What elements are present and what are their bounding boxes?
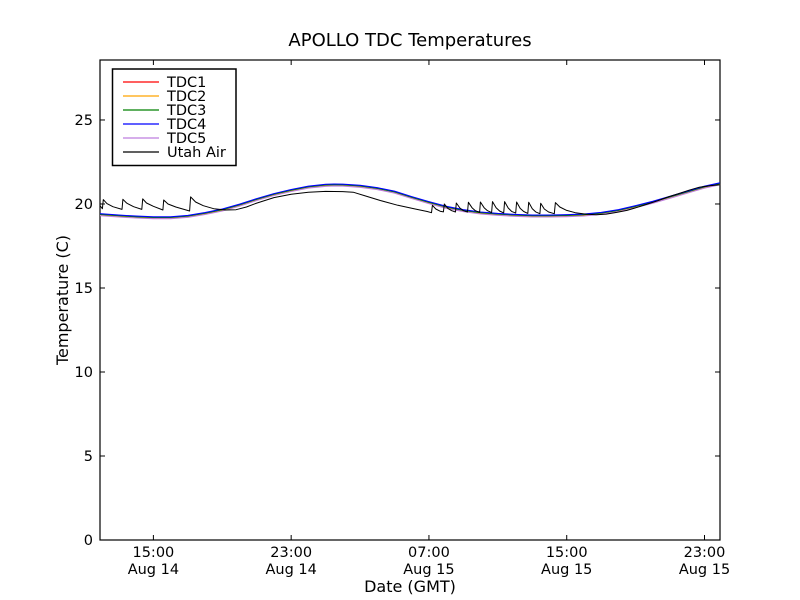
legend-item-label: Utah Air <box>167 145 226 161</box>
x-tick-date-label: Aug 15 <box>679 562 730 578</box>
plot-border <box>99 59 721 541</box>
legend-item-tdc2: TDC2 <box>123 89 206 105</box>
legend-item-label: TDC2 <box>166 89 206 105</box>
x-tick-time-label: 23:00 <box>270 545 312 561</box>
y-tick-label: 0 <box>84 533 93 549</box>
x-tick-time-label: 15:00 <box>546 545 588 561</box>
y-tick-label: 10 <box>75 365 93 381</box>
legend-item-tdc4: TDC4 <box>123 117 206 133</box>
x-tick-time-label: 15:00 <box>132 545 174 561</box>
series-line-tdc2 <box>99 183 721 219</box>
y-tick-label: 5 <box>84 449 93 465</box>
legend-item-label: TDC3 <box>166 103 206 119</box>
y-tick-label: 15 <box>75 281 93 297</box>
x-axis-label: Date (GMT) <box>364 577 456 596</box>
series-lines <box>99 182 721 220</box>
legend-item-label: TDC1 <box>166 75 206 91</box>
x-tick-time-label: 07:00 <box>408 545 450 561</box>
y-tick-label: 20 <box>75 197 93 213</box>
x-tick-time-label: 23:00 <box>684 545 726 561</box>
x-tick-date-label: Aug 14 <box>265 562 316 578</box>
y-axis-label: Temperature (C) <box>53 235 72 366</box>
y-tick-label: 25 <box>75 113 93 129</box>
series-line-tdc1 <box>99 183 721 219</box>
series-line-utah-air <box>99 184 721 216</box>
x-tick-date-label: Aug 15 <box>541 562 592 578</box>
series-line-tdc5 <box>99 184 721 220</box>
x-tick-date-label: Aug 15 <box>403 562 454 578</box>
legend-item-utah-air: Utah Air <box>123 145 226 161</box>
x-tick-date-label: Aug 14 <box>128 562 179 578</box>
series-line-tdc3 <box>99 182 721 218</box>
chart-title: APOLLO TDC Temperatures <box>288 30 531 51</box>
legend-item-tdc1: TDC1 <box>123 75 206 91</box>
legend-item-label: TDC4 <box>166 117 206 133</box>
legend-frame <box>111 68 237 167</box>
legend-item-tdc5: TDC5 <box>123 131 206 147</box>
legend-item-label: TDC5 <box>166 131 206 147</box>
legend-item-tdc3: TDC3 <box>123 103 206 119</box>
series-line-tdc4 <box>99 182 721 218</box>
